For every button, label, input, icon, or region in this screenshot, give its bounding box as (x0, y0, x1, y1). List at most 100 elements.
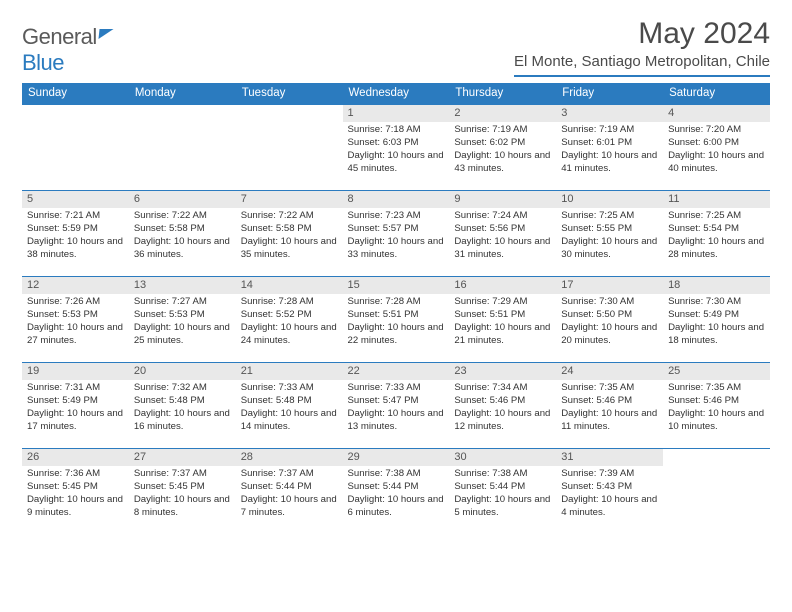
calendar-week-row: 26Sunrise: 7:36 AMSunset: 5:45 PMDayligh… (22, 448, 770, 534)
day-number: 12 (22, 277, 129, 295)
sunrise-line: Sunrise: 7:25 AM (561, 210, 658, 223)
daylight-line: Daylight: 10 hours and 10 minutes. (668, 408, 765, 434)
brand-part1: General (22, 24, 97, 49)
day-number: 8 (343, 191, 450, 209)
calendar-cell: 6Sunrise: 7:22 AMSunset: 5:58 PMDaylight… (129, 190, 236, 276)
day-details: Sunrise: 7:33 AMSunset: 5:47 PMDaylight:… (343, 380, 450, 437)
day-details: Sunrise: 7:32 AMSunset: 5:48 PMDaylight:… (129, 380, 236, 437)
calendar-cell: 9Sunrise: 7:24 AMSunset: 5:56 PMDaylight… (449, 190, 556, 276)
day-number: 18 (663, 277, 770, 295)
sunrise-line: Sunrise: 7:21 AM (27, 210, 124, 223)
daylight-line: Daylight: 10 hours and 9 minutes. (27, 494, 124, 520)
sunset-line: Sunset: 5:51 PM (454, 309, 551, 322)
daylight-line: Daylight: 10 hours and 6 minutes. (348, 494, 445, 520)
daylight-line: Daylight: 10 hours and 33 minutes. (348, 236, 445, 262)
day-details: Sunrise: 7:20 AMSunset: 6:00 PMDaylight:… (663, 122, 770, 179)
day-number: 13 (129, 277, 236, 295)
day-details: Sunrise: 7:39 AMSunset: 5:43 PMDaylight:… (556, 466, 663, 523)
sunset-line: Sunset: 5:52 PM (241, 309, 338, 322)
sunrise-line: Sunrise: 7:23 AM (348, 210, 445, 223)
day-number: 4 (663, 105, 770, 123)
empty-daynum (129, 105, 236, 123)
calendar-cell: 3Sunrise: 7:19 AMSunset: 6:01 PMDaylight… (556, 104, 663, 190)
day-number: 20 (129, 363, 236, 381)
day-details: Sunrise: 7:38 AMSunset: 5:44 PMDaylight:… (343, 466, 450, 523)
daylight-line: Daylight: 10 hours and 41 minutes. (561, 150, 658, 176)
sunset-line: Sunset: 5:58 PM (241, 223, 338, 236)
calendar-cell: 15Sunrise: 7:28 AMSunset: 5:51 PMDayligh… (343, 276, 450, 362)
calendar-cell: 12Sunrise: 7:26 AMSunset: 5:53 PMDayligh… (22, 276, 129, 362)
day-number: 27 (129, 449, 236, 467)
day-details: Sunrise: 7:21 AMSunset: 5:59 PMDaylight:… (22, 208, 129, 265)
calendar-cell: 21Sunrise: 7:33 AMSunset: 5:48 PMDayligh… (236, 362, 343, 448)
sunrise-line: Sunrise: 7:39 AM (561, 468, 658, 481)
day-number: 23 (449, 363, 556, 381)
calendar-cell (22, 104, 129, 190)
day-number: 24 (556, 363, 663, 381)
daylight-line: Daylight: 10 hours and 43 minutes. (454, 150, 551, 176)
daylight-line: Daylight: 10 hours and 4 minutes. (561, 494, 658, 520)
day-details: Sunrise: 7:27 AMSunset: 5:53 PMDaylight:… (129, 294, 236, 351)
calendar-cell: 2Sunrise: 7:19 AMSunset: 6:02 PMDaylight… (449, 104, 556, 190)
daylight-line: Daylight: 10 hours and 18 minutes. (668, 322, 765, 348)
weekday-header: Thursday (449, 83, 556, 105)
sunset-line: Sunset: 5:50 PM (561, 309, 658, 322)
calendar-cell: 26Sunrise: 7:36 AMSunset: 5:45 PMDayligh… (22, 448, 129, 534)
sunrise-line: Sunrise: 7:37 AM (134, 468, 231, 481)
header: General Blue May 2024 El Monte, Santiago… (22, 18, 770, 77)
calendar-page: General Blue May 2024 El Monte, Santiago… (0, 0, 792, 552)
calendar-cell: 23Sunrise: 7:34 AMSunset: 5:46 PMDayligh… (449, 362, 556, 448)
calendar-cell: 4Sunrise: 7:20 AMSunset: 6:00 PMDaylight… (663, 104, 770, 190)
sunrise-line: Sunrise: 7:32 AM (134, 382, 231, 395)
sunset-line: Sunset: 6:02 PM (454, 137, 551, 150)
day-details: Sunrise: 7:22 AMSunset: 5:58 PMDaylight:… (236, 208, 343, 265)
calendar-body: 1Sunrise: 7:18 AMSunset: 6:03 PMDaylight… (22, 104, 770, 534)
calendar-table: Sunday Monday Tuesday Wednesday Thursday… (22, 83, 770, 535)
sunset-line: Sunset: 5:53 PM (134, 309, 231, 322)
sunrise-line: Sunrise: 7:36 AM (27, 468, 124, 481)
sunset-line: Sunset: 5:45 PM (134, 481, 231, 494)
sunset-line: Sunset: 5:47 PM (348, 395, 445, 408)
sunrise-line: Sunrise: 7:20 AM (668, 124, 765, 137)
sunset-line: Sunset: 5:56 PM (454, 223, 551, 236)
day-details: Sunrise: 7:34 AMSunset: 5:46 PMDaylight:… (449, 380, 556, 437)
calendar-cell (236, 104, 343, 190)
calendar-cell: 7Sunrise: 7:22 AMSunset: 5:58 PMDaylight… (236, 190, 343, 276)
sunrise-line: Sunrise: 7:38 AM (454, 468, 551, 481)
calendar-cell: 30Sunrise: 7:38 AMSunset: 5:44 PMDayligh… (449, 448, 556, 534)
sunset-line: Sunset: 5:46 PM (561, 395, 658, 408)
sunset-line: Sunset: 6:01 PM (561, 137, 658, 150)
sunrise-line: Sunrise: 7:35 AM (561, 382, 658, 395)
day-details: Sunrise: 7:35 AMSunset: 5:46 PMDaylight:… (663, 380, 770, 437)
day-number: 29 (343, 449, 450, 467)
sunrise-line: Sunrise: 7:35 AM (668, 382, 765, 395)
sunrise-line: Sunrise: 7:19 AM (454, 124, 551, 137)
day-number: 22 (343, 363, 450, 381)
sunset-line: Sunset: 5:55 PM (561, 223, 658, 236)
weekday-header: Tuesday (236, 83, 343, 105)
calendar-cell: 14Sunrise: 7:28 AMSunset: 5:52 PMDayligh… (236, 276, 343, 362)
daylight-line: Daylight: 10 hours and 30 minutes. (561, 236, 658, 262)
sunrise-line: Sunrise: 7:30 AM (561, 296, 658, 309)
day-details: Sunrise: 7:35 AMSunset: 5:46 PMDaylight:… (556, 380, 663, 437)
sunset-line: Sunset: 5:45 PM (27, 481, 124, 494)
sunrise-line: Sunrise: 7:22 AM (241, 210, 338, 223)
title-block: May 2024 El Monte, Santiago Metropolitan… (514, 18, 770, 77)
day-number: 11 (663, 191, 770, 209)
day-number: 10 (556, 191, 663, 209)
brand-text: General Blue (22, 24, 113, 76)
day-details: Sunrise: 7:23 AMSunset: 5:57 PMDaylight:… (343, 208, 450, 265)
daylight-line: Daylight: 10 hours and 35 minutes. (241, 236, 338, 262)
day-details: Sunrise: 7:30 AMSunset: 5:50 PMDaylight:… (556, 294, 663, 351)
day-details: Sunrise: 7:37 AMSunset: 5:45 PMDaylight:… (129, 466, 236, 523)
daylight-line: Daylight: 10 hours and 45 minutes. (348, 150, 445, 176)
daylight-line: Daylight: 10 hours and 38 minutes. (27, 236, 124, 262)
daylight-line: Daylight: 10 hours and 5 minutes. (454, 494, 551, 520)
calendar-cell: 11Sunrise: 7:25 AMSunset: 5:54 PMDayligh… (663, 190, 770, 276)
daylight-line: Daylight: 10 hours and 40 minutes. (668, 150, 765, 176)
day-number: 9 (449, 191, 556, 209)
daylight-line: Daylight: 10 hours and 12 minutes. (454, 408, 551, 434)
empty-daynum (236, 105, 343, 123)
daylight-line: Daylight: 10 hours and 31 minutes. (454, 236, 551, 262)
sunrise-line: Sunrise: 7:24 AM (454, 210, 551, 223)
